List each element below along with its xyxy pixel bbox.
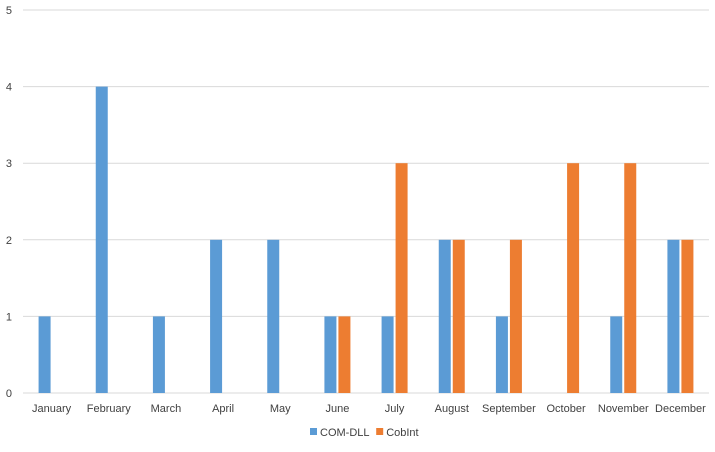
bar-cobint-july [395, 163, 408, 393]
x-tick-label: March [151, 403, 182, 415]
bar-cobint-december [681, 239, 694, 393]
bar-com-dll-january [38, 316, 51, 393]
y-tick-label: 1 [6, 311, 12, 323]
x-axis-ticks: January February March April May June July Augu… [32, 403, 706, 415]
y-axis-ticks: 0 1 2 3 4 5 [6, 5, 12, 400]
x-tick-label: June [325, 403, 349, 415]
y-tick-label: 0 [6, 388, 12, 400]
y-tick-label: 2 [6, 235, 12, 247]
x-tick-label: January [32, 403, 72, 415]
y-tick-label: 3 [6, 158, 12, 170]
x-tick-label: October [547, 403, 586, 415]
legend-swatch [310, 428, 317, 435]
bar-com-dll-july [381, 316, 394, 393]
x-tick-label: July [385, 403, 405, 415]
x-tick-label: August [435, 403, 469, 415]
x-tick-label: November [598, 403, 649, 415]
legend-swatch [376, 428, 384, 435]
bar-cobint-november [624, 163, 637, 393]
bar-cobint-august [452, 239, 465, 393]
bar-com-dll-november [610, 316, 623, 393]
legend: COM-DLL CobInt [310, 427, 419, 439]
bar-cobint-june [338, 316, 351, 393]
legend-label: CobInt [386, 427, 418, 439]
bars [38, 86, 694, 393]
x-tick-label: May [270, 403, 291, 415]
x-tick-label: September [482, 403, 536, 415]
y-tick-label: 5 [6, 5, 12, 17]
bar-com-dll-june [324, 316, 337, 393]
bar-com-dll-september [495, 316, 508, 393]
bar-cobint-october [567, 163, 580, 393]
bar-com-dll-april [210, 239, 223, 393]
gridlines [23, 9, 709, 394]
x-tick-label: December [655, 403, 706, 415]
bar-com-dll-may [267, 239, 280, 393]
bar-com-dll-march [152, 316, 165, 393]
bar-com-dll-august [438, 239, 451, 393]
legend-label: COM-DLL [320, 427, 370, 439]
x-tick-label: April [212, 403, 234, 415]
x-tick-label: February [87, 403, 132, 415]
bar-com-dll-february [95, 86, 108, 393]
bar-cobint-september [509, 239, 522, 393]
y-tick-label: 4 [6, 82, 12, 94]
bar-com-dll-december [667, 239, 680, 393]
